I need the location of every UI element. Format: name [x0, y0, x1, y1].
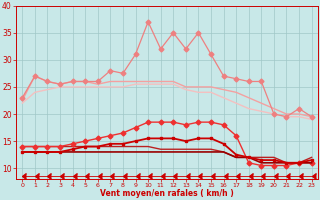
X-axis label: Vent moyen/en rafales ( km/h ): Vent moyen/en rafales ( km/h ) — [100, 189, 234, 198]
